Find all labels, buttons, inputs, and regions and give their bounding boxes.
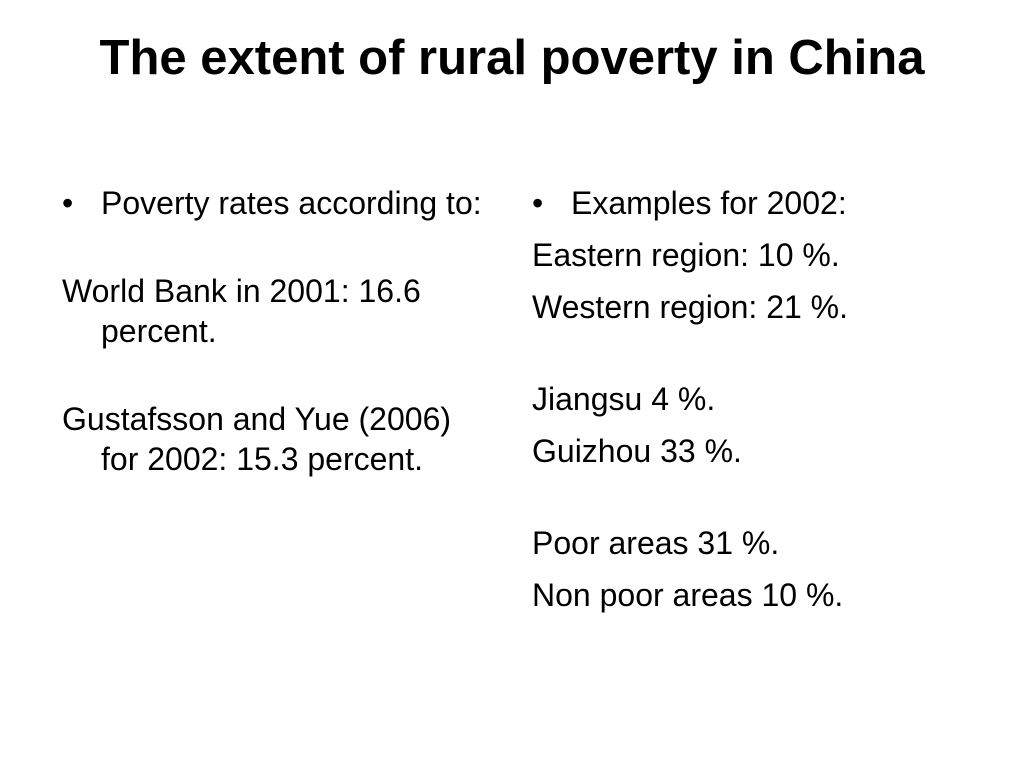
bullet-text: Poverty rates according to:	[101, 185, 482, 221]
bullet-text: Examples for 2002:	[571, 185, 847, 221]
paragraph-world-bank: World Bank in 2001: 16.6 percent.	[62, 273, 421, 349]
bullet-icon: •	[62, 185, 74, 221]
line-jiangsu: Jiangsu 4 %.	[532, 381, 716, 417]
line-eastern-region: Eastern region: 10 %.	[532, 237, 840, 273]
bullet-icon: •	[532, 185, 544, 221]
left-column: • Poverty rates according to: World Bank…	[62, 183, 482, 479]
line-poor-areas: Poor areas 31 %.	[532, 525, 780, 561]
bullet-item: • Examples for 2002:	[532, 183, 972, 223]
line-guizhou: Guizhou 33 %.	[532, 433, 742, 469]
bullet-item: • Poverty rates according to:	[62, 183, 482, 223]
right-column: • Examples for 2002: Eastern region: 10 …	[532, 183, 972, 615]
slide-title: The extent of rural poverty in China	[99, 31, 925, 85]
line-non-poor-areas: Non poor areas 10 %.	[532, 577, 844, 613]
paragraph-gustafsson-yue: Gustafsson and Yue (2006) for 2002: 15.3…	[62, 401, 452, 477]
line-western-region: Western region: 21 %.	[532, 289, 849, 325]
